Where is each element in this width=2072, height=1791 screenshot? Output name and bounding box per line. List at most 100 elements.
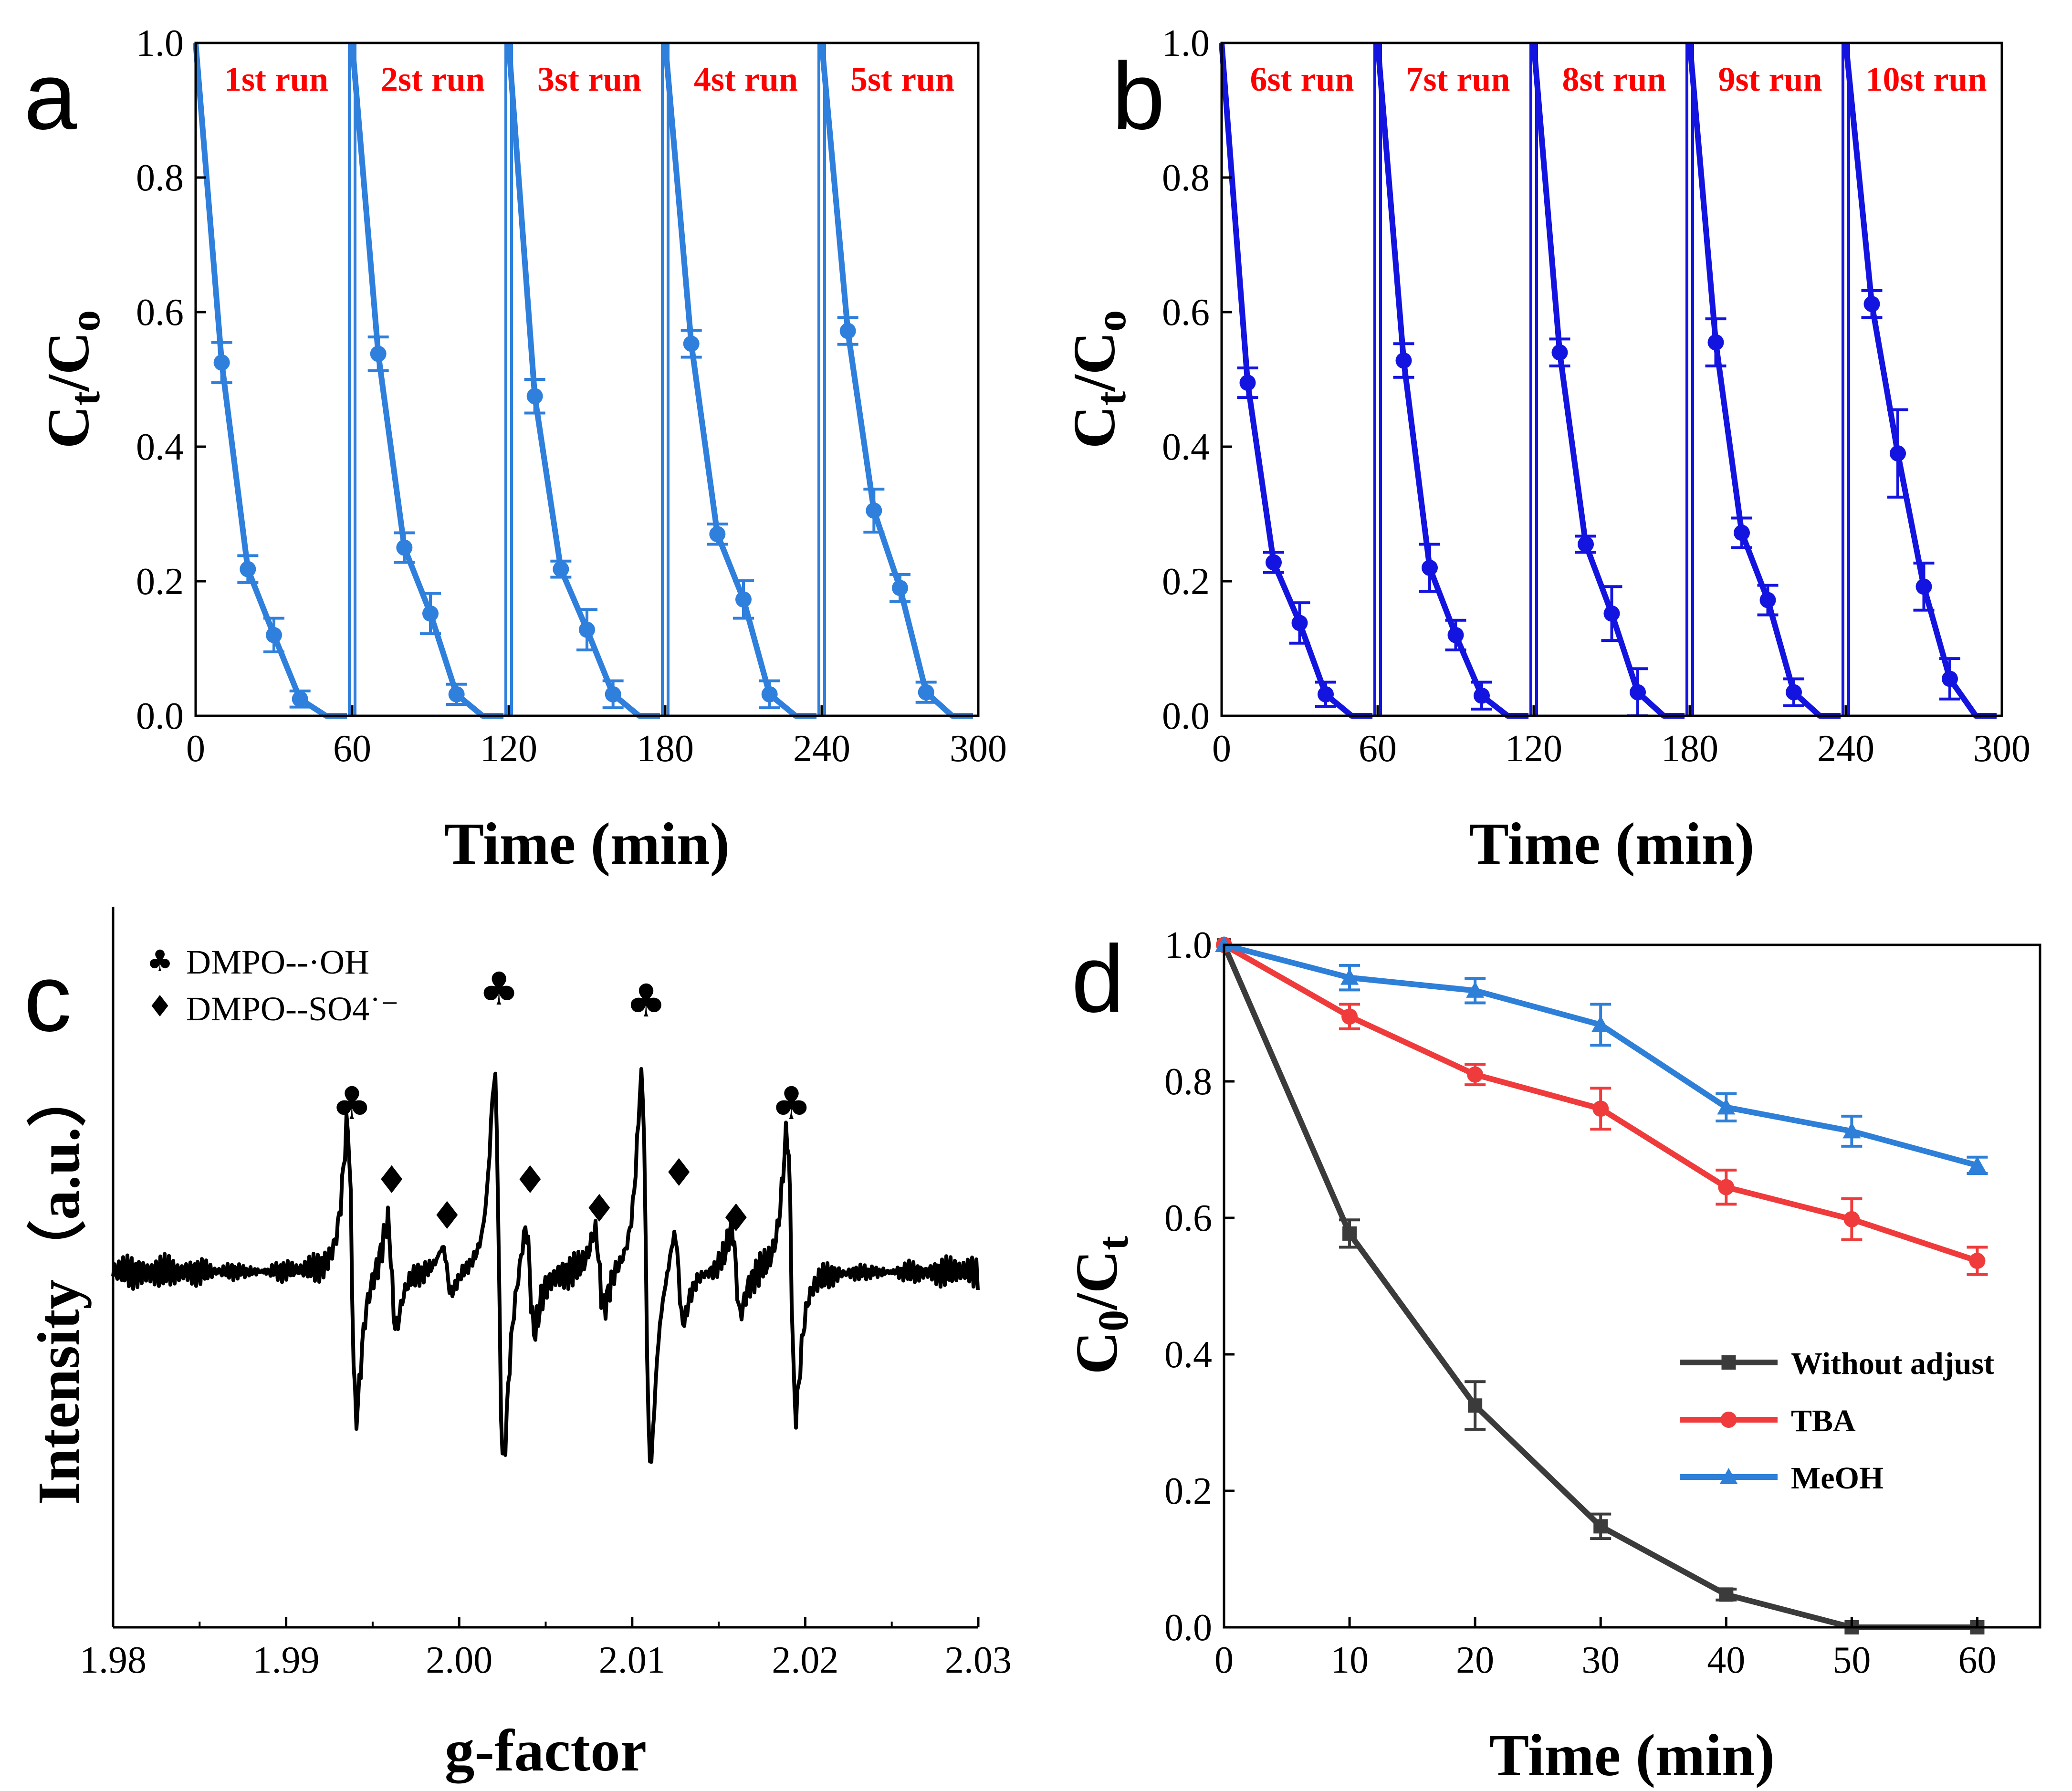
panel-a-data-point: [553, 561, 569, 577]
panel-b-data-point: [1266, 554, 1282, 571]
panel-b-ylabel-c1: C: [1062, 406, 1128, 449]
panel-b-data-point: [1578, 536, 1594, 553]
panel-b-xtick-label: 120: [1505, 728, 1562, 770]
panel-b-ylabel: Ct/Co: [1062, 310, 1135, 449]
panel-b-data-point: [1239, 375, 1256, 391]
panel-b-data-point: [1863, 296, 1880, 313]
panel-d-legend-label: MeOH: [1791, 1461, 1884, 1496]
panel-d-xtick-label: 10: [1330, 1639, 1369, 1681]
panel-a-ytick-label: 0.8: [136, 157, 184, 199]
panel-b-xtick-label: 180: [1661, 728, 1718, 770]
panel-d-legend-marker: [1720, 1412, 1737, 1428]
panel-c-club-marker: ♣: [626, 975, 666, 1027]
panel-a-data-point: [213, 354, 230, 371]
panel-a-data-point: [866, 502, 882, 519]
panel-b-data-point: [1734, 524, 1750, 541]
panel-d-ylabel-sub1: 0: [1090, 1310, 1137, 1331]
panel-b-data-point: [1422, 559, 1438, 576]
panel-d-ytick-label: 0.0: [1164, 1607, 1212, 1649]
panel-a-data-point: [579, 621, 595, 638]
panel-a-data-point: [370, 346, 387, 362]
panel-a-ytick-label: 0.6: [136, 292, 184, 334]
panel-d-ylabel-sub2: t: [1090, 1236, 1137, 1250]
panel-a-data-point: [422, 605, 439, 622]
panel-d-xtick-label: 50: [1832, 1639, 1871, 1681]
panel-a-data-point: [526, 388, 543, 405]
panel-c-xtick-label: 2.03: [945, 1639, 1012, 1681]
panel-d-data-point: [1342, 1226, 1357, 1241]
panel-b-run-label: 6st run: [1250, 60, 1354, 98]
panel-b-data-point: [1395, 352, 1412, 369]
panel-d-ytick-label: 0.2: [1164, 1470, 1212, 1512]
panel-b-data-point: [1551, 344, 1568, 361]
panel-b-ytick-label: 0.4: [1162, 426, 1210, 468]
panel-d-data-point: [1341, 1008, 1358, 1025]
panel-c-legend-club-icon: ♣: [147, 943, 173, 978]
panel-a-xtick-label: 240: [793, 728, 850, 770]
panel-a-xtick-label: 180: [637, 728, 694, 770]
panel-a-data-point: [892, 580, 908, 597]
panel-label-c: c: [24, 945, 72, 1051]
panel-b-ylabel-c2: C: [1062, 332, 1128, 375]
panel-b-data-point: [1630, 684, 1646, 701]
panel-d-ylabel-c2: C: [1064, 1250, 1130, 1293]
panel-b-run-label: 9st run: [1718, 60, 1822, 98]
panel-b-data-point: [1786, 684, 1802, 701]
panel-d-data-point: [1593, 1519, 1608, 1534]
panel-b-xlabel: Time (min): [1469, 811, 1754, 877]
panel-a-xlabel: Time (min): [444, 811, 730, 877]
panel-d-data-point: [1592, 1100, 1609, 1117]
panel-a-ytick-label: 0.0: [136, 695, 184, 737]
panel-a-data-point: [448, 686, 465, 702]
panel-b-ylabel-sep: /: [1062, 374, 1128, 392]
panel-a-data-point: [761, 686, 778, 702]
panel-a-run-label: 5st run: [850, 60, 954, 98]
panel-b-ylabel-sub2: o: [1088, 310, 1135, 332]
panel-c-xtick-label: 2.02: [772, 1639, 838, 1681]
panel-d-xtick-label: 0: [1214, 1639, 1234, 1681]
panel-b-ytick-label: 0.6: [1162, 292, 1210, 334]
panel-d-data-point: [1842, 1122, 1861, 1139]
panel-d-data-point: [1340, 968, 1359, 985]
panel-d-data-point: [1718, 1179, 1735, 1195]
panel-c-club-marker: ♣: [479, 963, 519, 1016]
panel-b-run-label: 8st run: [1562, 60, 1666, 98]
panel-a-chart: 1st run 2st run 3st run 4st run 5st run 0 60 12…: [36, 22, 1007, 877]
panel-b-data-point: [1447, 627, 1464, 643]
panel-a-ylabel-sep: /: [36, 374, 102, 392]
panel-c-diamond-marker: ♦: [662, 1151, 696, 1195]
panel-d-series-line-2: [1223, 942, 1978, 1168]
panel-a-run-label: 4st run: [694, 60, 798, 98]
panel-d-data-point: [1466, 981, 1485, 998]
panel-a-data-point: [266, 627, 282, 643]
panel-d-data-point: [1591, 1016, 1610, 1032]
panel-c-xlabel: g-factor: [445, 1718, 647, 1784]
panel-a-data-point: [839, 323, 856, 339]
panel-a-data-point: [240, 561, 256, 577]
panel-b-run-label: 7st run: [1406, 60, 1510, 98]
panel-a-data-point: [735, 591, 752, 608]
panel-b-data-point: [1603, 605, 1620, 622]
panel-a-data-point: [396, 539, 413, 556]
panel-b-series-line-run-5: [1843, 42, 1997, 719]
panel-a-ylabel: Ct/Co: [36, 310, 109, 449]
panel-a-ytick-label: 0.2: [136, 561, 184, 603]
panel-b-series-line-run-2: [1375, 42, 1529, 719]
panel-d-ylabel-c1: C: [1064, 1331, 1130, 1374]
panel-c-diamond-marker: ♦: [375, 1158, 409, 1202]
panel-d-ytick-label: 0.8: [1164, 1061, 1212, 1103]
panel-c-legend-so4-label: DMPO--SO4˙⁻: [186, 990, 399, 1028]
panel-c-xtick-label: 1.99: [253, 1639, 320, 1681]
panel-label-d: d: [1071, 926, 1124, 1032]
panel-c-chart: 1.98 1.99 2.00 2.01 2.02 2.03 g-factor Intensit…: [26, 907, 1012, 1784]
panel-a-ylabel-sub1: t: [62, 391, 109, 406]
panel-b-chart: 6st run 7st run 8st run 9st run 10st run 0 60 1…: [1062, 22, 2030, 877]
panel-a-ytick-label: 1.0: [136, 22, 184, 64]
panel-b-data-point: [1318, 686, 1334, 702]
panel-a-series-line-run-1: [193, 42, 347, 719]
panel-d-data-point: [1969, 1253, 1986, 1269]
panel-a-series-line-run-5: [819, 42, 973, 719]
panel-c-diamond-marker: ♦: [430, 1194, 464, 1238]
panel-a-run-label: 2st run: [381, 60, 485, 98]
